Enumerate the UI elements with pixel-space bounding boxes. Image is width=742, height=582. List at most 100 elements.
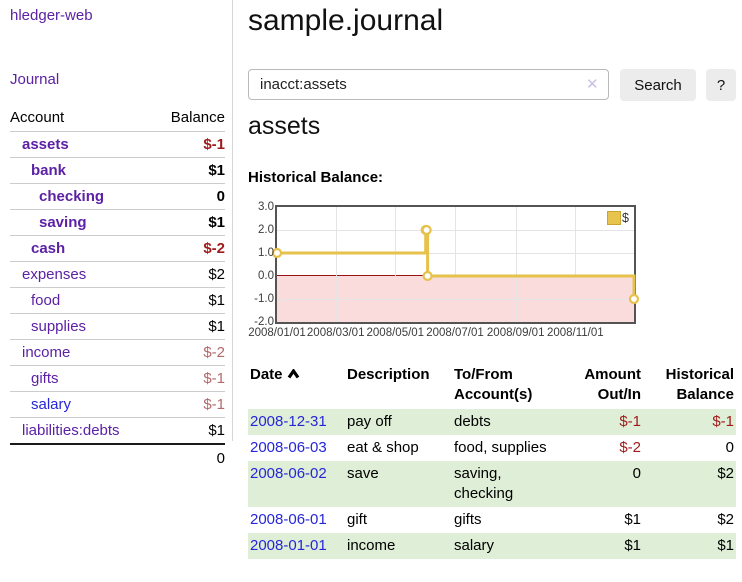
account-row: checking 0 bbox=[10, 183, 225, 209]
cell-balance: 0 bbox=[725, 439, 734, 456]
account-balance: $-2 bbox=[203, 240, 225, 257]
account-row: liabilities:debts $1 bbox=[10, 417, 225, 443]
cell-date: 2008-12-31 bbox=[248, 409, 345, 435]
x-gridline bbox=[335, 207, 337, 322]
cell-accounts: saving, checking bbox=[454, 465, 514, 502]
balance-chart: $ bbox=[271, 205, 640, 324]
account-balance: 0 bbox=[216, 188, 225, 205]
register-header-row: Date Description To/From Account(s) Amou… bbox=[248, 363, 736, 409]
search-bar: ✕ Search ? bbox=[248, 69, 736, 101]
account-link-assets[interactable]: assets bbox=[22, 136, 69, 153]
register-table: Date Description To/From Account(s) Amou… bbox=[248, 363, 736, 559]
account-heading: assets bbox=[248, 112, 321, 140]
x-gridline bbox=[575, 207, 577, 322]
search-button[interactable]: Search bbox=[620, 69, 696, 101]
cell-date: 2008-01-01 bbox=[248, 533, 345, 559]
register-header-amount: Amount Out/In bbox=[584, 366, 641, 403]
y-tick-label: -1.0 bbox=[254, 293, 274, 305]
transaction-date-link[interactable]: 2008-12-31 bbox=[250, 413, 327, 430]
transaction-date-link[interactable]: 2008-01-01 bbox=[250, 537, 327, 554]
account-row: bank $1 bbox=[10, 157, 225, 183]
y-tick-label: -2.0 bbox=[254, 316, 274, 328]
transaction-date-link[interactable]: 2008-06-01 bbox=[250, 511, 327, 528]
sort-ascending-icon bbox=[287, 369, 299, 379]
cell-date: 2008-06-03 bbox=[248, 435, 345, 461]
cell-balance: $1 bbox=[717, 537, 734, 554]
account-link-salary[interactable]: salary bbox=[31, 396, 72, 413]
account-row: gifts $-1 bbox=[10, 365, 225, 391]
accounts-total-row: 0 bbox=[10, 443, 225, 471]
register-row: 2008-12-31 pay off debts $-1 $-1 bbox=[248, 409, 736, 435]
account-link-supplies[interactable]: supplies bbox=[31, 318, 87, 335]
register-header-balance: Historical Balance bbox=[665, 366, 734, 403]
x-gridline bbox=[515, 207, 517, 322]
cell-amount: $1 bbox=[624, 511, 641, 528]
cell-accounts: gifts bbox=[454, 511, 482, 528]
account-balance: $2 bbox=[208, 266, 225, 283]
account-row: salary $-1 bbox=[10, 391, 225, 417]
cell-amount: $-1 bbox=[619, 413, 641, 430]
legend-label: $ bbox=[622, 211, 629, 225]
legend-swatch-icon bbox=[607, 211, 622, 225]
account-balance: $1 bbox=[208, 162, 225, 179]
cell-balance: $2 bbox=[717, 465, 734, 482]
account-balance: $1 bbox=[208, 292, 225, 309]
sidebar: hledger-web Journal Account Balance asse… bbox=[0, 0, 233, 467]
register-row: 2008-06-03 eat & shop food, supplies $-2 0 bbox=[248, 435, 736, 461]
x-tick-label: 2008/09/01 bbox=[486, 327, 545, 339]
transaction-date-link[interactable]: 2008-06-03 bbox=[250, 439, 327, 456]
cell-amount: $-2 bbox=[619, 439, 641, 456]
x-tick-label: 2008/01/01 bbox=[248, 327, 306, 339]
transaction-date-link[interactable]: 2008-06-02 bbox=[250, 465, 327, 482]
account-row: expenses $2 bbox=[10, 261, 225, 287]
x-tick-label: 2008/07/01 bbox=[426, 327, 484, 339]
search-help-button[interactable]: ? bbox=[706, 69, 736, 101]
account-link-checking[interactable]: checking bbox=[39, 188, 105, 205]
series-line bbox=[271, 224, 640, 305]
cell-date: 2008-06-01 bbox=[248, 507, 345, 533]
accounts-rows: assets $-1 bank $1 checking 0 saving $1 cash $-2 e… bbox=[10, 131, 225, 443]
y-gridline bbox=[277, 230, 634, 231]
account-link-income[interactable]: income bbox=[22, 344, 71, 361]
account-link-expenses[interactable]: expenses bbox=[22, 266, 87, 283]
register-header-date[interactable]: Date bbox=[248, 363, 345, 409]
account-link-cash[interactable]: cash bbox=[31, 240, 66, 257]
chart-title: Historical Balance: bbox=[248, 169, 384, 186]
account-balance: $1 bbox=[208, 318, 225, 335]
register-row: 2008-01-01 income salary $1 $1 bbox=[248, 533, 736, 559]
accounts-table: Account Balance assets $-1 bank $1 checking 0… bbox=[10, 104, 225, 471]
account-link-liabilities-debts[interactable]: liabilities:debts bbox=[22, 422, 120, 439]
x-tick-label: 2008/11/01 bbox=[546, 327, 604, 339]
y-tick-label: 3.0 bbox=[258, 201, 274, 213]
y-gridline bbox=[277, 299, 634, 300]
app-brand-link[interactable]: hledger-web bbox=[10, 7, 93, 24]
cell-accounts: food, supplies bbox=[454, 439, 547, 456]
account-link-food[interactable]: food bbox=[31, 292, 61, 309]
x-gridline bbox=[395, 207, 397, 322]
y-tick-label: 0.0 bbox=[258, 270, 274, 282]
account-balance: $-1 bbox=[203, 396, 225, 413]
register-header-accounts: To/From Account(s) bbox=[454, 366, 533, 403]
cell-description: gift bbox=[347, 511, 368, 528]
accounts-table-header: Account Balance bbox=[10, 104, 225, 131]
account-row: supplies $1 bbox=[10, 313, 225, 339]
account-link-bank[interactable]: bank bbox=[31, 162, 67, 179]
sidebar-item-journal[interactable]: Journal bbox=[10, 71, 60, 88]
account-link-saving[interactable]: saving bbox=[39, 214, 87, 231]
account-link-gifts[interactable]: gifts bbox=[31, 370, 59, 387]
cell-description: pay off bbox=[347, 413, 392, 430]
x-gridline bbox=[455, 207, 456, 322]
x-tick-label: 2008/05/01 bbox=[366, 327, 425, 339]
chart-legend: $ bbox=[605, 210, 631, 226]
cell-description: save bbox=[347, 465, 379, 482]
search-input[interactable] bbox=[248, 69, 609, 100]
account-row: income $-2 bbox=[10, 339, 225, 365]
cell-balance: $-1 bbox=[712, 413, 734, 430]
x-tick-label: 2008/03/01 bbox=[306, 327, 365, 339]
cell-description: eat & shop bbox=[347, 439, 419, 456]
account-row: saving $1 bbox=[10, 209, 225, 235]
clear-search-icon[interactable]: ✕ bbox=[586, 76, 599, 93]
cell-accounts: salary bbox=[454, 537, 495, 554]
register-row: 2008-06-01 gift gifts $1 $2 bbox=[248, 507, 736, 533]
accounts-header-balance: Balance bbox=[170, 109, 225, 126]
